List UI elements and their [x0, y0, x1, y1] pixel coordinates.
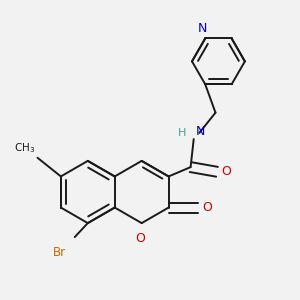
Text: Br: Br: [53, 246, 66, 260]
Text: CH$_3$: CH$_3$: [14, 142, 35, 155]
Text: O: O: [135, 232, 145, 245]
Text: O: O: [202, 201, 212, 214]
Text: N: N: [198, 22, 207, 35]
Text: H: H: [178, 128, 186, 138]
Text: N: N: [195, 124, 205, 138]
Text: O: O: [221, 165, 231, 178]
